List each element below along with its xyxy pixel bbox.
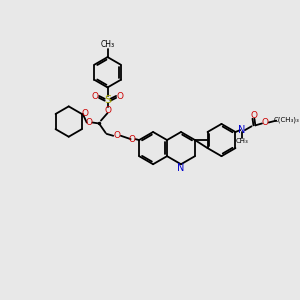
- Text: O: O: [104, 106, 111, 115]
- Text: O: O: [81, 110, 88, 118]
- Text: N: N: [238, 125, 246, 135]
- Text: O: O: [261, 118, 268, 127]
- Text: O: O: [85, 118, 92, 127]
- Text: CH₃: CH₃: [100, 40, 115, 49]
- Text: O: O: [250, 111, 257, 120]
- Text: O: O: [116, 92, 123, 101]
- Text: O: O: [113, 131, 121, 140]
- Text: CH₃: CH₃: [236, 137, 248, 143]
- Text: O: O: [92, 92, 99, 101]
- Text: S: S: [104, 95, 111, 105]
- Text: N: N: [177, 163, 185, 173]
- Text: O: O: [129, 135, 136, 144]
- Text: C(CH₃)₃: C(CH₃)₃: [274, 116, 299, 123]
